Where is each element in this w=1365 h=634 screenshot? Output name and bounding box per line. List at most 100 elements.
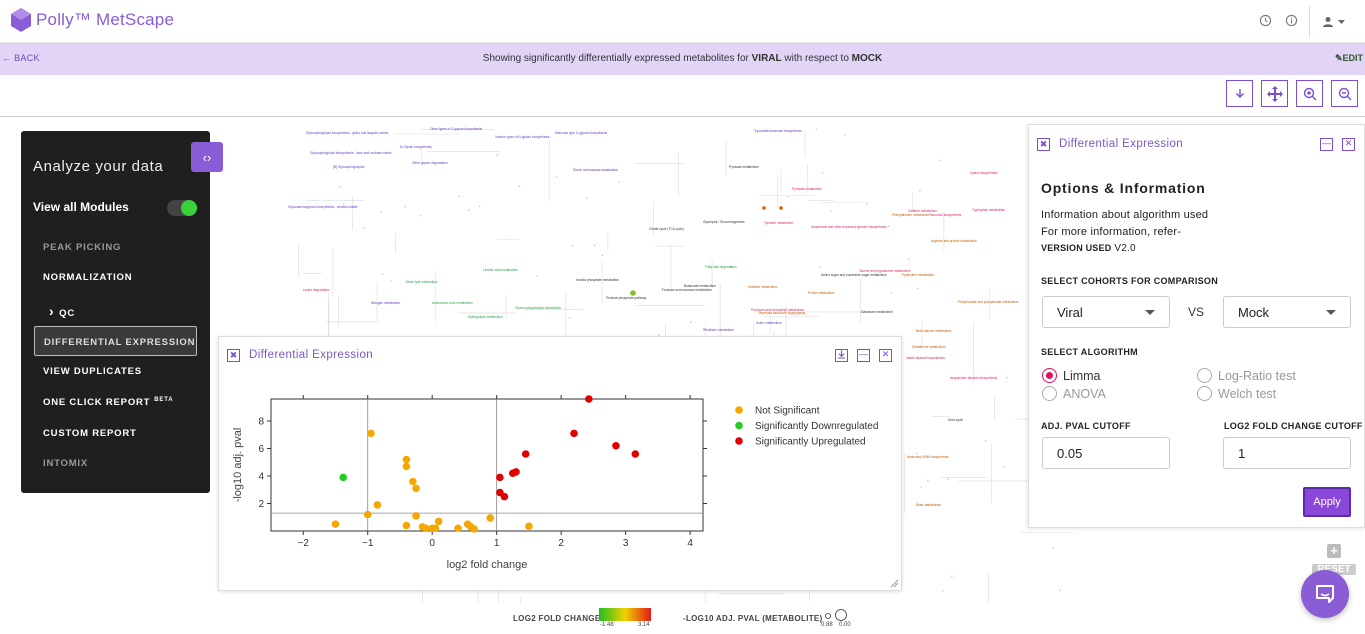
fc-cutoff-input[interactable]: 1 <box>1223 437 1351 469</box>
sidebar-item-view-duplicates[interactable]: VIEW DUPLICATES <box>43 366 142 377</box>
add-icon[interactable]: + <box>1327 544 1341 558</box>
pathway-label[interactable]: Pyruvate metabolism <box>729 165 759 169</box>
info-icon[interactable] <box>1283 14 1299 30</box>
sidebar-item-qc[interactable]: › QC <box>49 303 75 319</box>
sidebar-item-peak-picking[interactable]: PEAK PICKING <box>43 242 121 253</box>
minimize-panel-button[interactable]: — <box>857 349 870 362</box>
sidebar-item-intomix[interactable]: INTOMIX <box>43 458 88 469</box>
pathway-label[interactable]: [B] Glycosphingolipids <box>333 165 365 169</box>
pathway-label[interactable]: Mannose type O-glycan biosynthesis <box>555 131 608 135</box>
pathway-label[interactable]: Indole alkaloid biosynthesis <box>906 356 945 360</box>
pathway-label[interactable]: Histidine metabolism <box>748 285 778 289</box>
pathway-label[interactable]: Lipoarabinomannan biosynthesis <box>755 129 802 133</box>
sidebar-collapse-button[interactable]: ‹› <box>191 142 223 172</box>
pathway-label[interactable]: N-Glycan biosynthesis <box>400 145 432 149</box>
zoom-out-button[interactable] <box>1331 80 1358 107</box>
cohort-b-select[interactable]: Mock <box>1223 296 1351 328</box>
cohort-a-select[interactable]: Viral <box>1042 296 1170 328</box>
analysis-sidebar: Analyze your data ‹› View all Modules PE… <box>21 131 223 493</box>
radio-limma[interactable]: Limma <box>1042 368 1101 383</box>
pathway-label[interactable]: Citrate cycle (TCA cycle) <box>649 227 684 231</box>
pathway-label[interactable]: Riboflavin metabolism <box>703 328 735 332</box>
radio-anova[interactable]: ANOVA <box>1042 386 1106 401</box>
metabolite-node <box>586 197 588 199</box>
pathway-label[interactable]: Inositol phosphate metabolism <box>576 278 620 282</box>
download-plot-button[interactable] <box>835 349 848 362</box>
algorithm-label: SELECT ALGORITHM <box>1041 347 1138 357</box>
pathway-label[interactable]: Sphingolipid metabolism <box>468 315 503 319</box>
resize-handle-icon[interactable] <box>890 579 899 588</box>
move-button[interactable] <box>1261 80 1288 107</box>
view-all-modules-toggle[interactable] <box>167 200 197 216</box>
pathway-label[interactable]: Biotin metabolism <box>916 503 942 507</box>
pathway-label[interactable]: Galactose metabolism <box>861 310 893 314</box>
pathway-label[interactable]: Glycerophospholipid metabolism <box>515 306 562 310</box>
chat-launcher[interactable] <box>1301 570 1349 618</box>
pathway-label[interactable]: Urea cycle <box>948 418 964 422</box>
radio-log-ratio[interactable]: Log-Ratio test <box>1197 368 1296 383</box>
pathway-label[interactable]: Lysine degradation <box>303 288 330 292</box>
apply-button[interactable]: Apply <box>1303 487 1351 517</box>
pathway-label[interactable]: Pentose phosphate pathway <box>606 296 647 300</box>
pval-cutoff-input[interactable]: 0.05 <box>1042 437 1170 469</box>
pathway-label[interactable]: Various types of N-glycan biosynthesis <box>495 135 550 139</box>
pathway-label[interactable]: Pyruvate metabolism <box>792 187 822 191</box>
sidebar-item-custom-report[interactable]: CUSTOM REPORT <box>43 428 137 439</box>
pathway-label[interactable]: Taurine and hypotaurine metabolism <box>859 269 911 273</box>
pathway-label[interactable]: Terpenoid backbone biosynthesis <box>758 311 806 315</box>
metabolite-node <box>1052 547 1054 549</box>
pathway-label[interactable]: Pyrimidine metabolism <box>902 273 935 277</box>
pathway-label[interactable]: Glycosaminoglycan biosynthesis - keratan… <box>288 205 358 209</box>
pathway-label[interactable]: Glycosphingolipid biosynthesis - lacto a… <box>310 151 392 155</box>
pathway-label[interactable]: Other glycan degradation <box>412 161 448 165</box>
pathway-label[interactable]: Starch and sucrose metabolism <box>573 168 618 172</box>
app-logo[interactable]: Polly™ MetScape <box>10 7 174 33</box>
pathway-label[interactable]: Beta-Alanine metabolism <box>916 329 952 333</box>
pathway-label[interactable]: Caffeine metabolism <box>908 209 937 213</box>
pathway-label[interactable]: Glycosphingolipid biosynthesis - globo a… <box>306 131 389 135</box>
edit-button[interactable]: ✎EDIT <box>1334 53 1363 63</box>
y-tick-label: 2 <box>258 499 264 510</box>
pathway-label[interactable]: Lysine biosynthesis <box>970 171 998 175</box>
pathway-label[interactable]: Ubiquinone and other terpenoid-quinone b… <box>811 225 887 229</box>
pathway-label[interactable]: Glutathione metabolism <box>912 345 946 349</box>
fc-legend-label: LOG2 FOLD CHANGE <box>513 614 601 623</box>
pathway-label[interactable]: Arginine and proline metabolism <box>931 239 977 243</box>
pathway-label[interactable]: Porphyrin and chlorophyll metabolism <box>751 308 805 312</box>
pathway-label[interactable]: Amino sugar and nucleotide sugar metabol… <box>821 273 887 277</box>
pathway-label[interactable]: Fructose and mannose metabolism <box>662 288 712 292</box>
reset-button[interactable]: RESET <box>1312 564 1356 575</box>
download-button[interactable] <box>1226 80 1253 107</box>
sidebar-item-one-click-report[interactable]: ONE CLICK REPORT BETA <box>43 397 173 408</box>
pathway-label[interactable]: Tryptophan metabolism <box>972 208 1006 212</box>
fc-cutoff-label: LOG2 FOLD CHANGE CUTOFF <box>1224 421 1363 431</box>
back-link[interactable]: ← BACK <box>2 53 40 63</box>
volcano-plot[interactable]: −2 −1 0 1 2 3 4 2 4 6 8 log2 fold change -log10 adj.… <box>219 367 901 587</box>
minimize-panel-button[interactable]: — <box>1320 138 1333 151</box>
pathway-label[interactable]: Nitrogen metabolism <box>371 301 401 305</box>
pathway-label[interactable]: Glycolysis / Gluconeogenesis <box>703 220 745 224</box>
pathway-label[interactable]: Purine metabolism <box>808 291 835 295</box>
sidebar-item-differential-expression[interactable]: DIFFERENTIAL EXPRESSION <box>34 326 197 356</box>
pathway-label[interactable]: Other types of O-glycan biosynthesis <box>430 127 483 131</box>
sidebar-item-normalization[interactable]: NORMALIZATION <box>43 272 132 283</box>
close-panel-button[interactable]: ✕ <box>1342 138 1355 151</box>
radio-welch[interactable]: Welch test <box>1197 386 1276 401</box>
pathway-label[interactable]: Isoquinoline alkaloid biosynthesis <box>950 376 998 380</box>
user-menu[interactable] <box>1309 6 1357 38</box>
zoom-in-button[interactable] <box>1296 80 1323 107</box>
pathway-label[interactable]: Aminoacyl-tRNA biosynthesis <box>907 455 949 459</box>
pathway-label[interactable]: Phenylalanine metabolism <box>892 213 930 217</box>
pathway-label[interactable]: Arachidonic acid metabolism <box>432 301 473 305</box>
history-icon[interactable] <box>1257 14 1273 30</box>
pathway-label[interactable]: Phosphonate and phosphinate metabolism <box>958 300 1019 304</box>
pathway-label[interactable]: Fatty acid degradation <box>705 265 737 269</box>
pathway-label[interactable]: Flavonoid biosynthesis <box>929 213 962 217</box>
pathway-label[interactable]: Sulfur metabolism <box>756 321 782 325</box>
pathway-label[interactable]: Tyrosine metabolism <box>764 221 794 225</box>
pathway-label[interactable]: Butanoate metabolism <box>684 284 716 288</box>
pathway-label[interactable]: Ether lipid metabolism <box>406 280 438 284</box>
y-axis-label: -log10 adj. pval <box>232 428 244 503</box>
close-panel-button[interactable]: ✕ <box>879 349 892 362</box>
pathway-label[interactable]: Linoleic acid metabolism <box>483 268 518 272</box>
